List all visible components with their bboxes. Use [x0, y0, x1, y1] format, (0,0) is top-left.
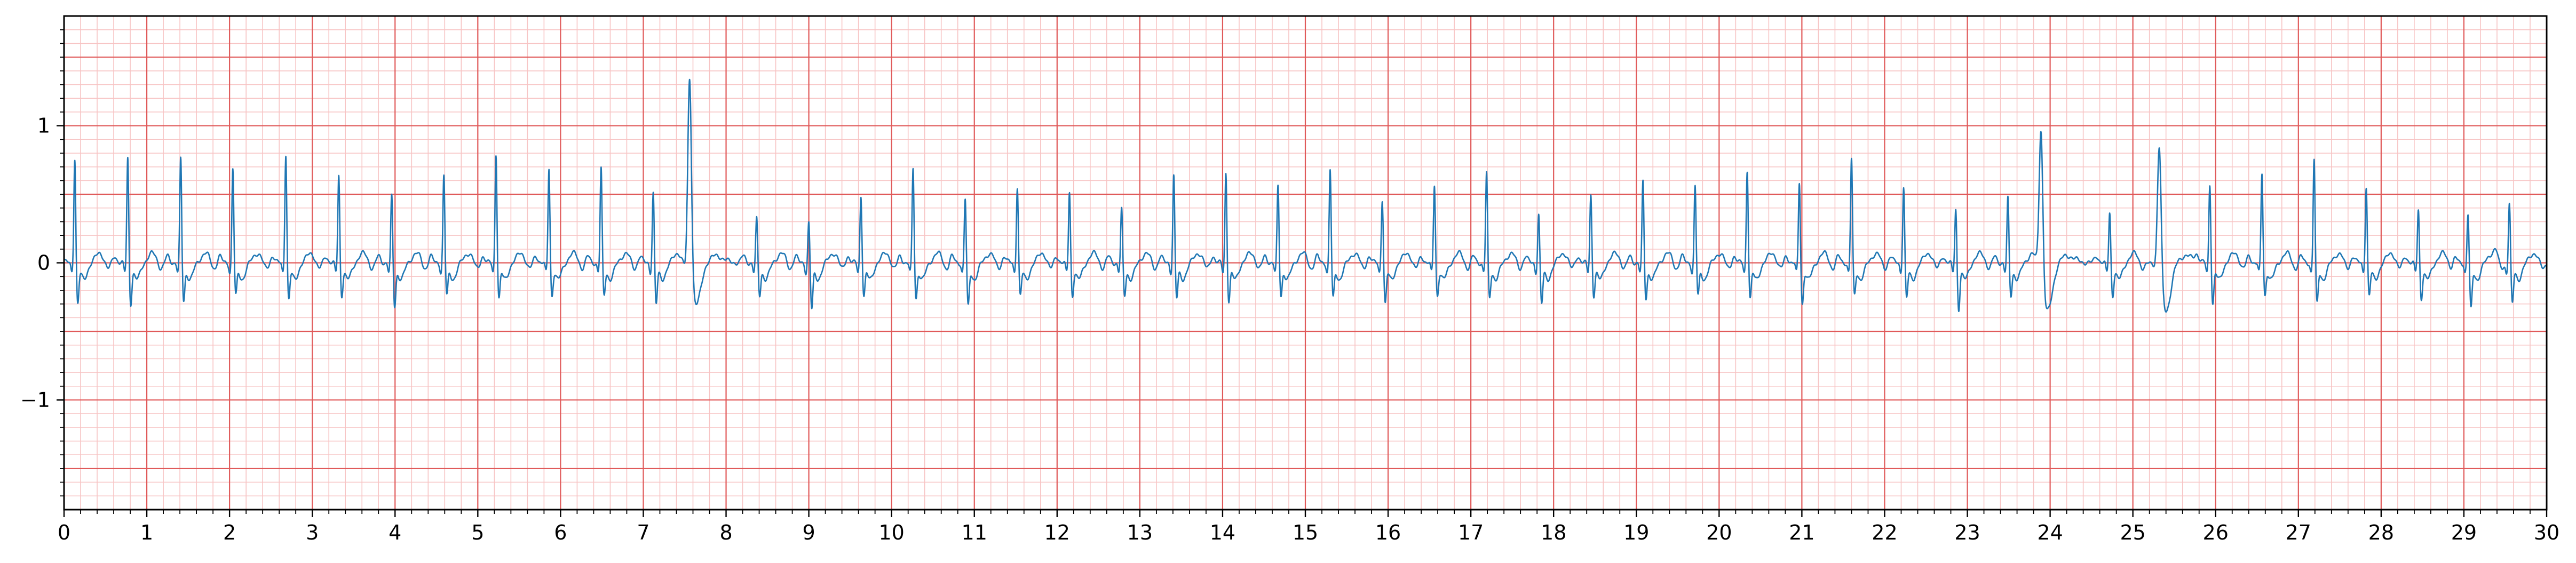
x-tick-label: 12: [1044, 521, 1070, 544]
x-tick-label: 4: [389, 521, 401, 544]
x-tick-label: 14: [1210, 521, 1235, 544]
ecg-trace-line: [64, 78, 2547, 313]
x-tick-label: 18: [1541, 521, 1566, 544]
x-tick-label: 8: [719, 521, 732, 544]
x-tick-label: 5: [471, 521, 484, 544]
series-layer: [64, 78, 2547, 313]
x-tick-label: 23: [1954, 521, 1980, 544]
y-axis: −1 0 1: [20, 29, 64, 497]
x-tick-label: 27: [2286, 521, 2311, 544]
x-tick-label: 0: [58, 521, 70, 544]
x-tick-label: 29: [2451, 521, 2477, 544]
x-tick-label: 9: [803, 521, 815, 544]
x-tick-label: 26: [2203, 521, 2229, 544]
x-tick-label: 17: [1458, 521, 1484, 544]
x-tick-label: 3: [306, 521, 319, 544]
x-tick-label: 30: [2534, 521, 2559, 544]
y-tick-label: 1: [37, 114, 50, 138]
x-tick-label: 10: [878, 521, 904, 544]
x-tick-label: 28: [2368, 521, 2394, 544]
x-tick-label: 19: [1623, 521, 1649, 544]
y-tick-label: 0: [37, 251, 50, 275]
x-axis: 0 1 2 3 4 5 6 7 8 9 10 11 12 13 14 15 16 17 18 19 20 21 22 23 24…: [58, 510, 2559, 544]
x-tick-label: 20: [1706, 521, 1732, 544]
x-tick-label: 22: [1872, 521, 1897, 544]
x-tick-label: 2: [223, 521, 236, 544]
x-tick-label: 25: [2120, 521, 2145, 544]
x-tick-label: 21: [1789, 521, 1814, 544]
x-tick-label: 1: [140, 521, 153, 544]
major-grid: [63, 16, 2548, 510]
x-tick-label: 16: [1375, 521, 1401, 544]
y-tick-label: −1: [20, 388, 50, 411]
x-tick-label: 11: [962, 521, 987, 544]
x-tick-label: 6: [554, 521, 567, 544]
x-tick-label: 7: [637, 521, 649, 544]
x-tick-label: 15: [1293, 521, 1318, 544]
x-tick-label: 13: [1127, 521, 1153, 544]
x-tick-label: 24: [2037, 521, 2063, 544]
